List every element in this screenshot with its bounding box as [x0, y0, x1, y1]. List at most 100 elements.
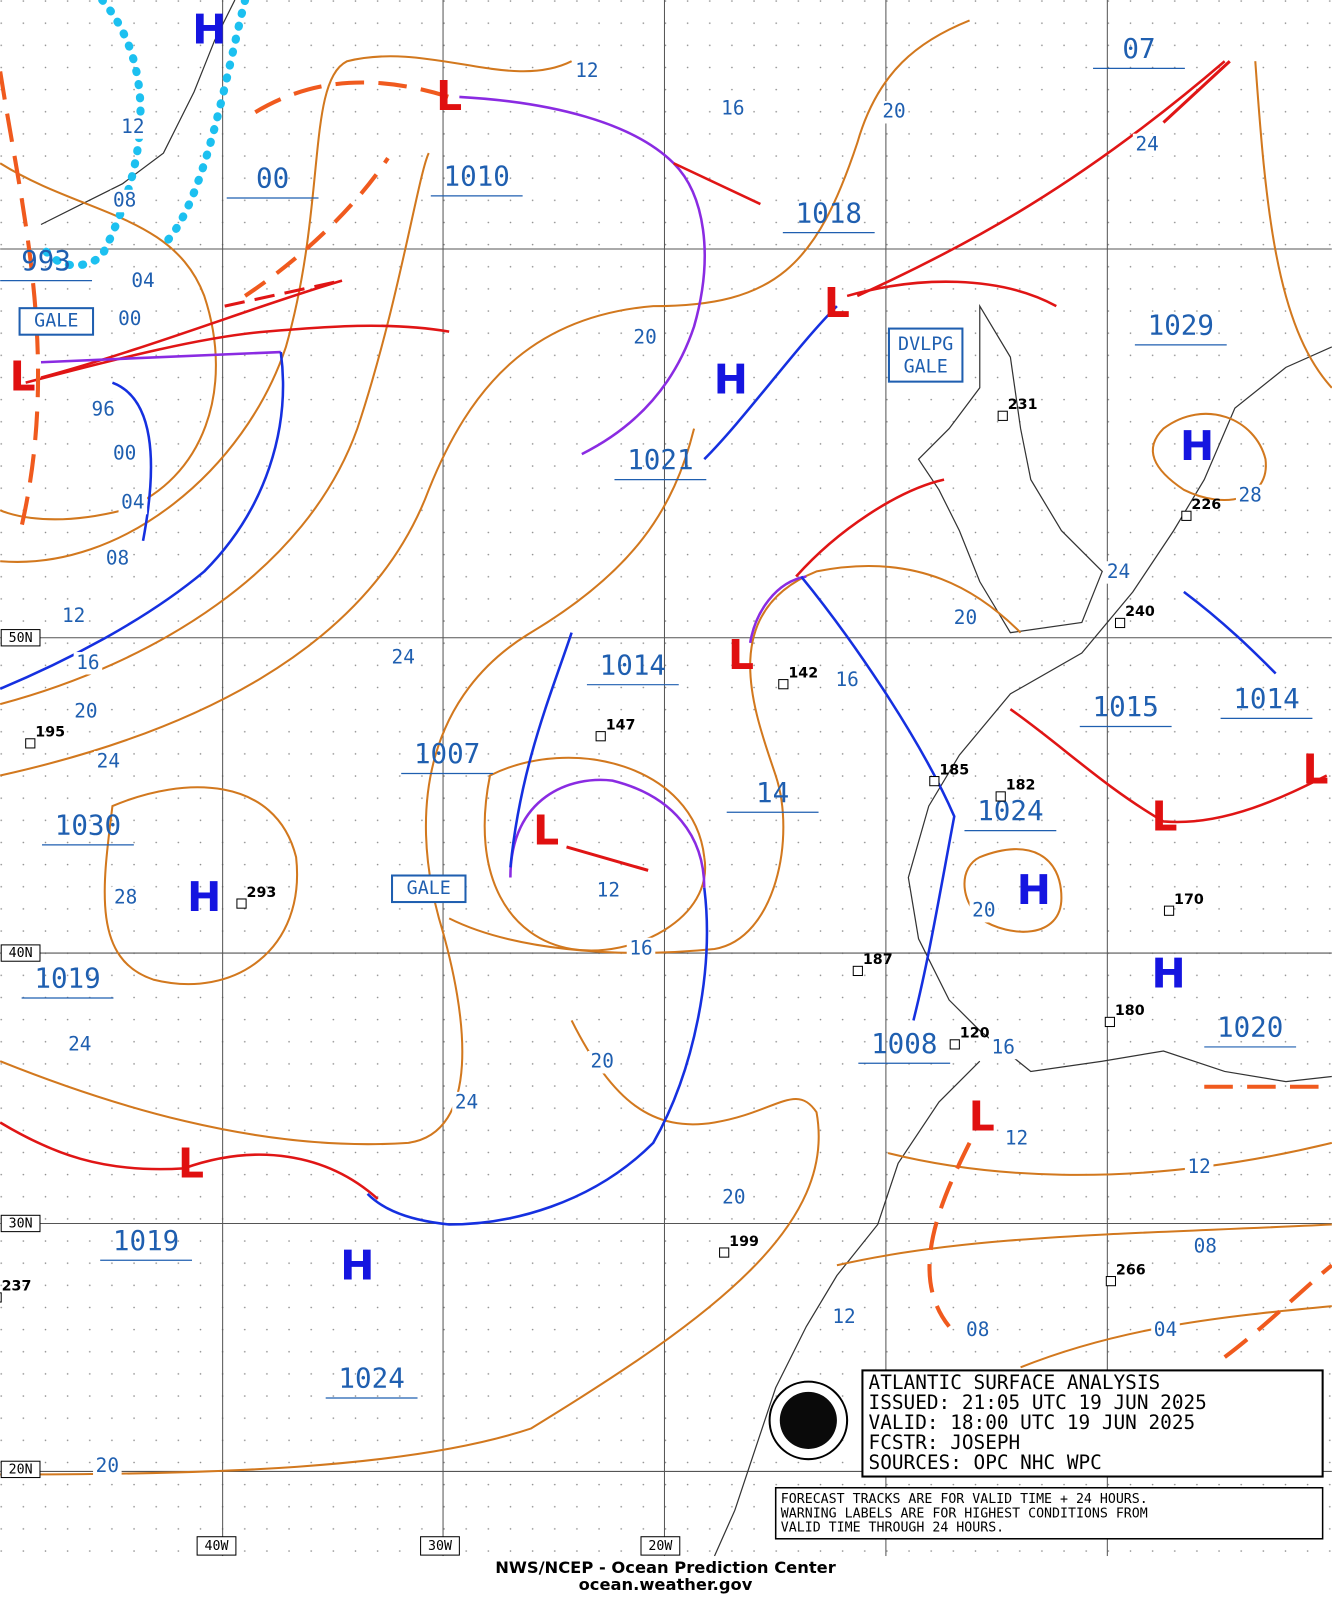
warning-box [887, 327, 964, 383]
footer-band [0, 1556, 1332, 1600]
warning-box [390, 874, 467, 904]
isobar-label-bg [1132, 133, 1162, 157]
station-symbol [778, 679, 789, 690]
info-line: SOURCES: OPC NHC WPC [869, 1451, 1102, 1474]
station-pressure: 187 [863, 952, 893, 968]
station-pressure: 237 [2, 1279, 32, 1295]
isobar-label-bg [630, 326, 660, 349]
lat-label-box [0, 944, 41, 962]
isobar-label: 96 [92, 398, 115, 421]
station-pressure: 293 [247, 885, 277, 901]
station-symbol [236, 898, 247, 909]
lat-label-box [0, 1460, 41, 1479]
station-pressure: 231 [1008, 397, 1038, 413]
fronts [0, 0, 1332, 1359]
isobar-label: 08 [966, 1318, 989, 1341]
isobar-label-bg [963, 1319, 993, 1342]
isobar-label: 12 [1187, 1155, 1210, 1178]
lon-label-box [640, 1536, 681, 1556]
isobar-label: 12 [832, 1305, 855, 1328]
isobar-label: 00 [113, 442, 136, 465]
warning-box [18, 307, 95, 336]
isobar-label-bg [988, 1036, 1018, 1060]
station-symbol [25, 738, 36, 749]
lat-label: 50N [9, 631, 33, 646]
isobar-label: 08 [113, 189, 136, 212]
coastlines [40, 0, 1332, 1557]
isobar-label: 24 [455, 1091, 478, 1114]
isobar-label-bg [594, 879, 623, 903]
central-pressure: 1015 [1093, 691, 1159, 723]
isobar-label-bg [1151, 1319, 1180, 1342]
station-symbol [1105, 1276, 1116, 1287]
station-symbol [997, 410, 1008, 421]
lat-label: 30N [9, 1216, 33, 1231]
isobar-label: 20 [74, 700, 97, 723]
low-center: L [824, 279, 850, 327]
isobar-label: 20 [972, 899, 995, 922]
isobar-label: 04 [131, 269, 154, 292]
central-pressure: 1021 [627, 444, 693, 476]
isobar-label-bg [452, 1091, 481, 1115]
info-boxes [768, 1369, 1324, 1540]
info-line: ATLANTIC SURFACE ANALYSIS [869, 1371, 1161, 1394]
isobar-label-bg [388, 646, 418, 670]
isobar-label: 12 [575, 59, 598, 82]
central-pressure: 1019 [113, 1225, 179, 1257]
isobar-label-bg [718, 97, 748, 121]
warning-label: GALE [407, 878, 451, 899]
high-center: H [187, 873, 221, 921]
isobar-label-bg [626, 937, 656, 961]
high-center: H [714, 356, 748, 404]
isobar-label: 04 [121, 491, 144, 514]
isobar-label: 16 [721, 97, 744, 120]
lon-label: 20W [648, 1539, 672, 1554]
central-pressure: 1018 [796, 197, 862, 229]
lat-label-box [0, 629, 41, 647]
isobar-label: 16 [629, 936, 652, 959]
low-center: L [728, 631, 754, 679]
isobar-label-bg [94, 751, 123, 774]
isobar-label-bg [969, 900, 999, 923]
low-center: L [1151, 792, 1177, 840]
isobar-label: 16 [76, 651, 99, 674]
isobar-label-bg [951, 607, 980, 630]
isobar-label: 20 [722, 1185, 745, 1208]
isobar-label-bg [59, 605, 88, 628]
central-pressure: 1024 [338, 1363, 404, 1395]
isobar-label: 28 [114, 885, 137, 908]
central-pressure: 1020 [1217, 1012, 1283, 1044]
station-pressure: 195 [35, 725, 65, 741]
isobar-label: 12 [1005, 1126, 1028, 1149]
isobar-label-bg [879, 101, 909, 124]
lon-label-box [196, 1536, 237, 1556]
station-symbol [929, 776, 940, 787]
isobar-label: 24 [1107, 560, 1130, 583]
isobar-label: 20 [954, 606, 977, 629]
isobar-label: 08 [1194, 1234, 1217, 1257]
station-pressure: 182 [1006, 778, 1036, 794]
isobar-label-bg [1191, 1235, 1220, 1259]
isobar-label: 16 [992, 1035, 1015, 1058]
isobar-label-bg [572, 60, 602, 83]
low-center: L [1302, 745, 1328, 793]
isobar-label: 04 [1154, 1318, 1177, 1341]
central-pressure: 1030 [55, 810, 121, 842]
note-line: FORECAST TRACKS ARE FOR VALID TIME + 24 … [781, 1492, 1148, 1507]
isobar-label: 08 [106, 547, 129, 570]
central-pressure: 14 [756, 777, 789, 809]
station-symbol [1181, 510, 1192, 521]
isobar-label-bg [1184, 1156, 1214, 1179]
isobar-label: 12 [62, 604, 85, 627]
low-center: L [178, 1139, 204, 1187]
station-symbol [1114, 617, 1126, 629]
station-pressure: 266 [1116, 1262, 1146, 1278]
low-center: L [10, 353, 36, 401]
central-pressure: 1008 [871, 1028, 937, 1060]
low-center: L [533, 807, 559, 855]
isobar-label-bg [118, 116, 148, 139]
isobar-label-bg [832, 669, 862, 692]
isobar-label-bg [111, 886, 140, 910]
info-line: FCSTR: JOSEPH [869, 1431, 1021, 1454]
